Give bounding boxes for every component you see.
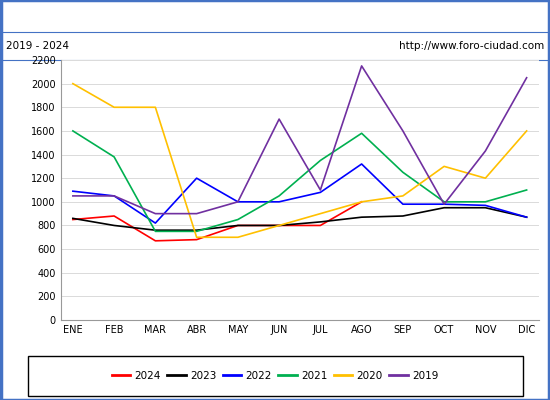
- Text: 2019 - 2024: 2019 - 2024: [6, 41, 69, 51]
- Legend: 2024, 2023, 2022, 2021, 2020, 2019: 2024, 2023, 2022, 2021, 2020, 2019: [112, 371, 438, 381]
- Text: Evolucion Nº Turistas Nacionales en el municipio de Moclín: Evolucion Nº Turistas Nacionales en el m…: [69, 10, 481, 22]
- Text: http://www.foro-ciudad.com: http://www.foro-ciudad.com: [399, 41, 544, 51]
- FancyBboxPatch shape: [28, 356, 522, 396]
